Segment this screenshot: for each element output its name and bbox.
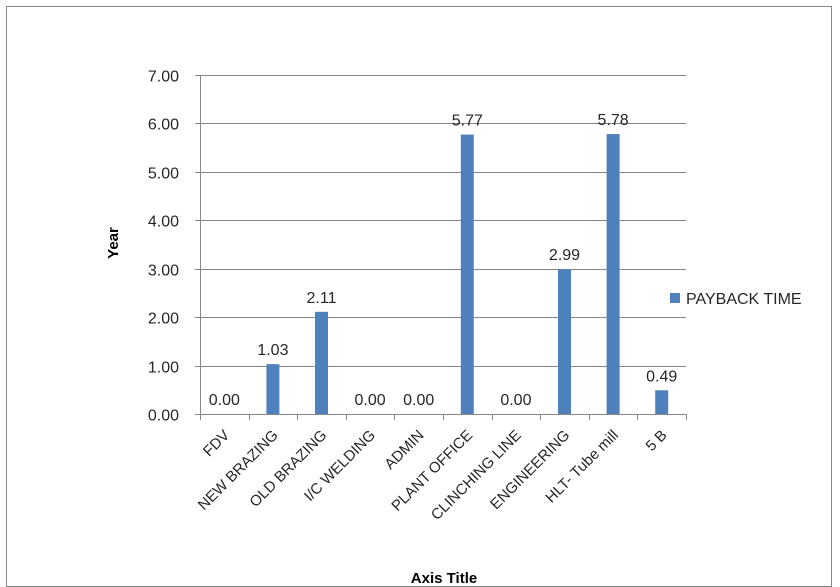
- data-label: 5.78: [598, 112, 629, 129]
- bar: [460, 134, 474, 414]
- x-tick-label: CLINCHING LINE: [428, 427, 525, 524]
- legend-label-payback-time: PAYBACK TIME: [686, 291, 802, 308]
- data-label: 2.11: [307, 290, 337, 307]
- data-label: 2.99: [549, 247, 580, 264]
- data-label: 0.00: [209, 392, 240, 409]
- bar: [655, 390, 669, 414]
- data-label: 0.00: [355, 392, 386, 409]
- data-label: 0.49: [646, 368, 677, 385]
- y-tick-label: 1.00: [148, 360, 179, 377]
- y-axis-ticks: 0.00 1.00 2.00 3.00 4.00 5.00 6.00 7.00: [148, 69, 179, 425]
- bars: [266, 134, 669, 414]
- data-label: 5.77: [452, 113, 483, 130]
- data-label: 1.03: [257, 342, 288, 359]
- y-tick-label: 7.00: [148, 69, 179, 86]
- y-tick-label: 6.00: [148, 117, 179, 134]
- gridlines: [195, 75, 686, 415]
- y-tick-label: 5.00: [148, 166, 179, 183]
- legend: PAYBACK TIME: [670, 291, 802, 308]
- x-tick-label: ADMIN: [381, 427, 427, 473]
- data-label: 0.00: [500, 392, 531, 409]
- axes: [200, 75, 687, 420]
- bar: [266, 364, 280, 414]
- data-labels: 0.00 1.03 2.11 0.00 0.00 5.77 0.00 2.99 5.78 0.49: [209, 112, 678, 409]
- y-tick-label: 0.00: [148, 408, 179, 425]
- bar: [558, 269, 571, 414]
- x-tick-label: 5 B: [643, 427, 671, 455]
- data-label: 0.00: [403, 392, 434, 409]
- y-axis-title: Year: [105, 227, 122, 259]
- y-tick-label: 3.00: [148, 263, 179, 280]
- bar: [606, 134, 620, 414]
- legend-swatch-payback-time: [670, 293, 680, 303]
- y-tick-label: 2.00: [148, 311, 179, 328]
- chart-area: [6, 6, 832, 587]
- x-tick-label: FDV: [200, 427, 233, 460]
- x-axis-title: Axis Title: [411, 570, 477, 587]
- bar: [315, 311, 328, 414]
- y-tick-label: 4.00: [148, 214, 179, 231]
